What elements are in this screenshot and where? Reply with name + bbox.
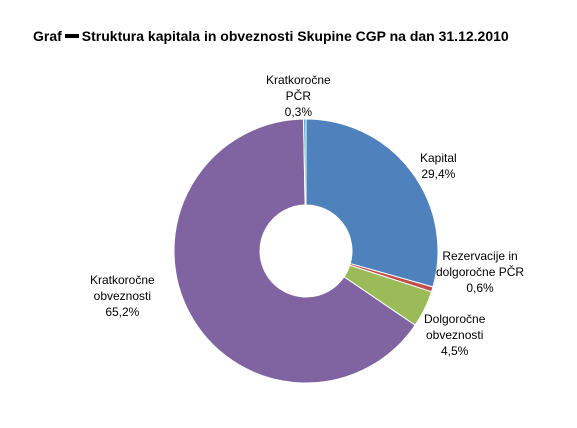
slice-label-line: obveznosti [426, 328, 484, 342]
title-text: Struktura kapitala in obveznosti Skupine… [81, 28, 509, 44]
slice-label-kapital: Kapital 29,4% [420, 150, 457, 182]
slice-label-line: Kratkoročne [266, 73, 331, 87]
slice-label-value: 0,3% [284, 105, 313, 119]
slice-label-line: Kratkoročne [90, 273, 155, 287]
chart-title: Graf Struktura kapitala in obveznosti Sku… [33, 28, 509, 44]
slice-label-line: dolgoročne PČR [436, 265, 525, 279]
donut-slice-0 [305, 118, 439, 288]
slice-label-kratkorocne-pcr: Kratkoročne PČR 0,3% [266, 72, 331, 120]
slice-label-line: PČR [285, 89, 312, 103]
slice-label-value: 0,6% [466, 281, 494, 295]
slice-label-value: 4,5% [441, 344, 469, 358]
donut-slice-4 [303, 118, 307, 206]
title-prefix: Graf [33, 28, 62, 44]
title-dash [64, 34, 79, 39]
slice-label-rezervacije: Rezervacije in dolgoročne PČR 0,6% [436, 248, 524, 296]
donut-slice-3 [173, 118, 416, 384]
slice-label-value: 65,2% [105, 305, 140, 319]
slice-label-line: Dolgoročne [424, 312, 486, 326]
slice-label-line: Kapital [420, 151, 457, 165]
slice-label-line: Rezervacije in [442, 249, 518, 263]
slice-label-value: 29,4% [421, 167, 456, 181]
slice-label-line: obveznosti [93, 289, 152, 303]
slice-label-dolgorocne-obveznosti: Dolgoročne obveznosti 4,5% [424, 311, 485, 359]
slice-label-kratkorocne-obveznosti: Kratkoročne obveznosti 65,2% [90, 272, 155, 320]
